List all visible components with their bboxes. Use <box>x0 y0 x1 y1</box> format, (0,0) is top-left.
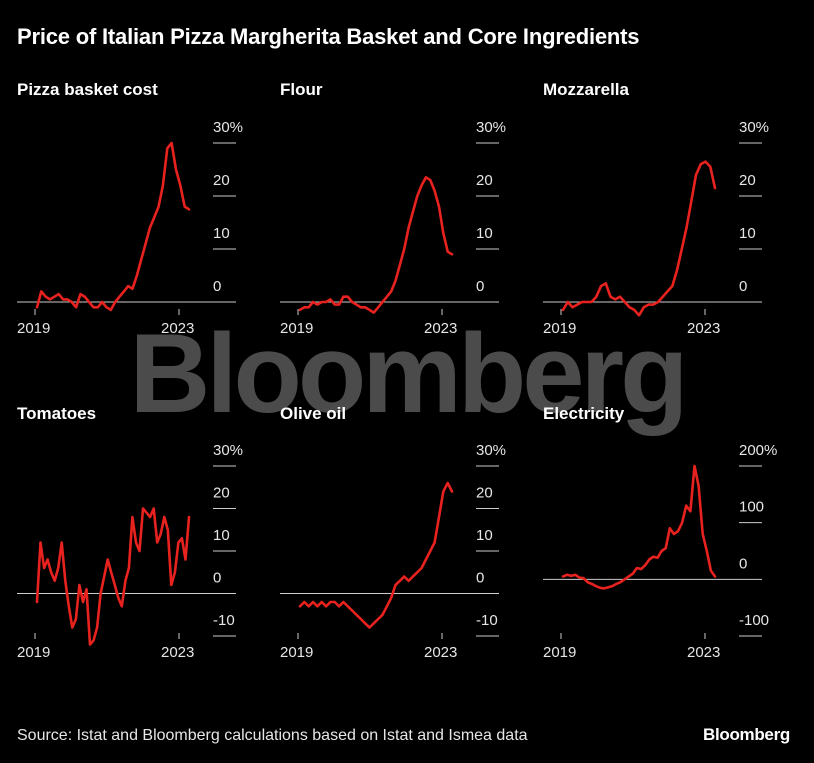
y-tick-label: 10 <box>213 225 230 242</box>
line-chart-electricity: -100 0 100 200% 2019 2023 <box>543 442 777 661</box>
series-line <box>298 176 454 314</box>
y-tick-label: 30% <box>476 119 506 136</box>
line-chart-flour: 0 10 20 30% 2019 2023 <box>280 119 506 337</box>
x-tick-label: 2023 <box>424 320 457 337</box>
source-note: Source: Istat and Bloomberg calculations… <box>17 727 528 744</box>
y-tick-label: 200% <box>739 442 777 459</box>
x-tick-label: 2023 <box>687 320 720 337</box>
panel-title: Flour <box>280 80 323 99</box>
x-tick-label: 2023 <box>424 644 457 661</box>
line-chart-mozzarella: 0 10 20 30% 2019 2023 <box>543 119 769 337</box>
y-tick-label: 0 <box>476 278 484 295</box>
chart-title: Price of Italian Pizza Margherita Basket… <box>17 24 640 49</box>
y-tick-label: 20 <box>476 172 493 189</box>
series-line <box>561 464 717 590</box>
x-tick-label: 2019 <box>17 320 50 337</box>
line-chart-pizza-basket-cost: 0 10 20 30% 2019 2023 <box>17 119 243 337</box>
y-tick-label: 20 <box>213 485 230 502</box>
x-tick-label: 2019 <box>280 320 313 337</box>
x-tick-label: 2023 <box>687 644 720 661</box>
x-tick-label: 2019 <box>280 644 313 661</box>
panel-title: Electricity <box>543 404 625 423</box>
y-tick-label: 30% <box>739 119 769 136</box>
y-tick-label: 30% <box>476 442 506 459</box>
y-tick-label: 30% <box>213 442 243 459</box>
x-tick-label: 2019 <box>543 644 576 661</box>
panel-title: Pizza basket cost <box>17 80 158 99</box>
line-chart-olive-oil: -10 0 10 20 30% 2019 2023 <box>280 442 506 661</box>
panel-title: Tomatoes <box>17 404 97 423</box>
y-tick-label: -100 <box>739 612 769 629</box>
y-tick-label: -10 <box>213 612 235 629</box>
y-tick-label: 0 <box>739 278 747 295</box>
series-line <box>298 481 454 629</box>
y-tick-label: 20 <box>213 172 230 189</box>
y-tick-label: 30% <box>213 119 243 136</box>
x-tick-label: 2019 <box>543 320 576 337</box>
y-tick-label: 10 <box>739 225 756 242</box>
y-tick-label: 10 <box>476 527 493 544</box>
bloomberg-logo: Bloomberg <box>702 725 790 744</box>
x-tick-label: 2023 <box>161 644 194 661</box>
y-tick-label: 0 <box>213 570 221 587</box>
y-tick-label: 20 <box>476 485 493 502</box>
y-tick-label: 10 <box>476 225 493 242</box>
panel-title: Olive oil <box>280 404 347 423</box>
series-line <box>561 160 717 317</box>
y-tick-label: 20 <box>739 172 756 189</box>
line-chart-tomatoes: -10 0 10 20 30% 2019 2023 <box>17 442 243 661</box>
bloomberg-watermark: Bloomberg <box>129 311 688 436</box>
series-line <box>35 141 191 312</box>
y-tick-label: 0 <box>213 278 221 295</box>
y-tick-label: 0 <box>739 555 747 572</box>
x-tick-label: 2019 <box>17 644 50 661</box>
series-line <box>35 507 191 646</box>
y-tick-label: 100 <box>739 499 764 516</box>
y-tick-label: 0 <box>476 570 484 587</box>
x-tick-label: 2023 <box>161 320 194 337</box>
y-tick-label: 10 <box>213 527 230 544</box>
y-tick-label: -10 <box>476 612 498 629</box>
panel-title: Mozzarella <box>543 80 629 99</box>
